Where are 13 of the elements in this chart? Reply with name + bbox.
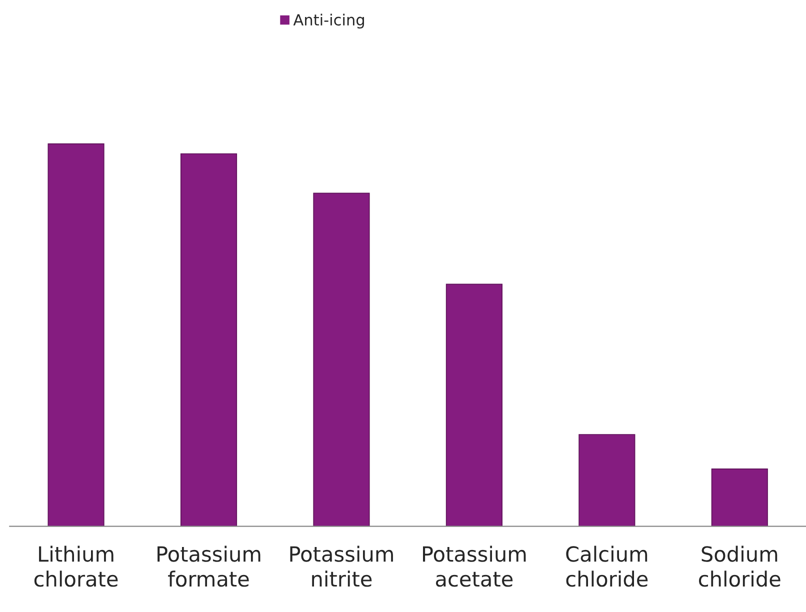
x-tick-label: Potassium acetate (423, 546, 526, 587)
x-tick-label: Calcium chloride (566, 546, 648, 587)
x-tick-label: Sodium chloride (698, 546, 780, 587)
bar (180, 153, 238, 526)
x-tick-label: Potassium formate (158, 546, 260, 587)
bar (578, 434, 636, 526)
bar (48, 143, 104, 526)
bar (711, 468, 768, 526)
x-tick-label: Potassium nitrite (290, 546, 393, 587)
bar (446, 284, 502, 526)
x-tick-label: Lithium chlorate (34, 546, 118, 587)
bar (313, 192, 370, 526)
legend-label: Anti-icing (293, 14, 364, 29)
